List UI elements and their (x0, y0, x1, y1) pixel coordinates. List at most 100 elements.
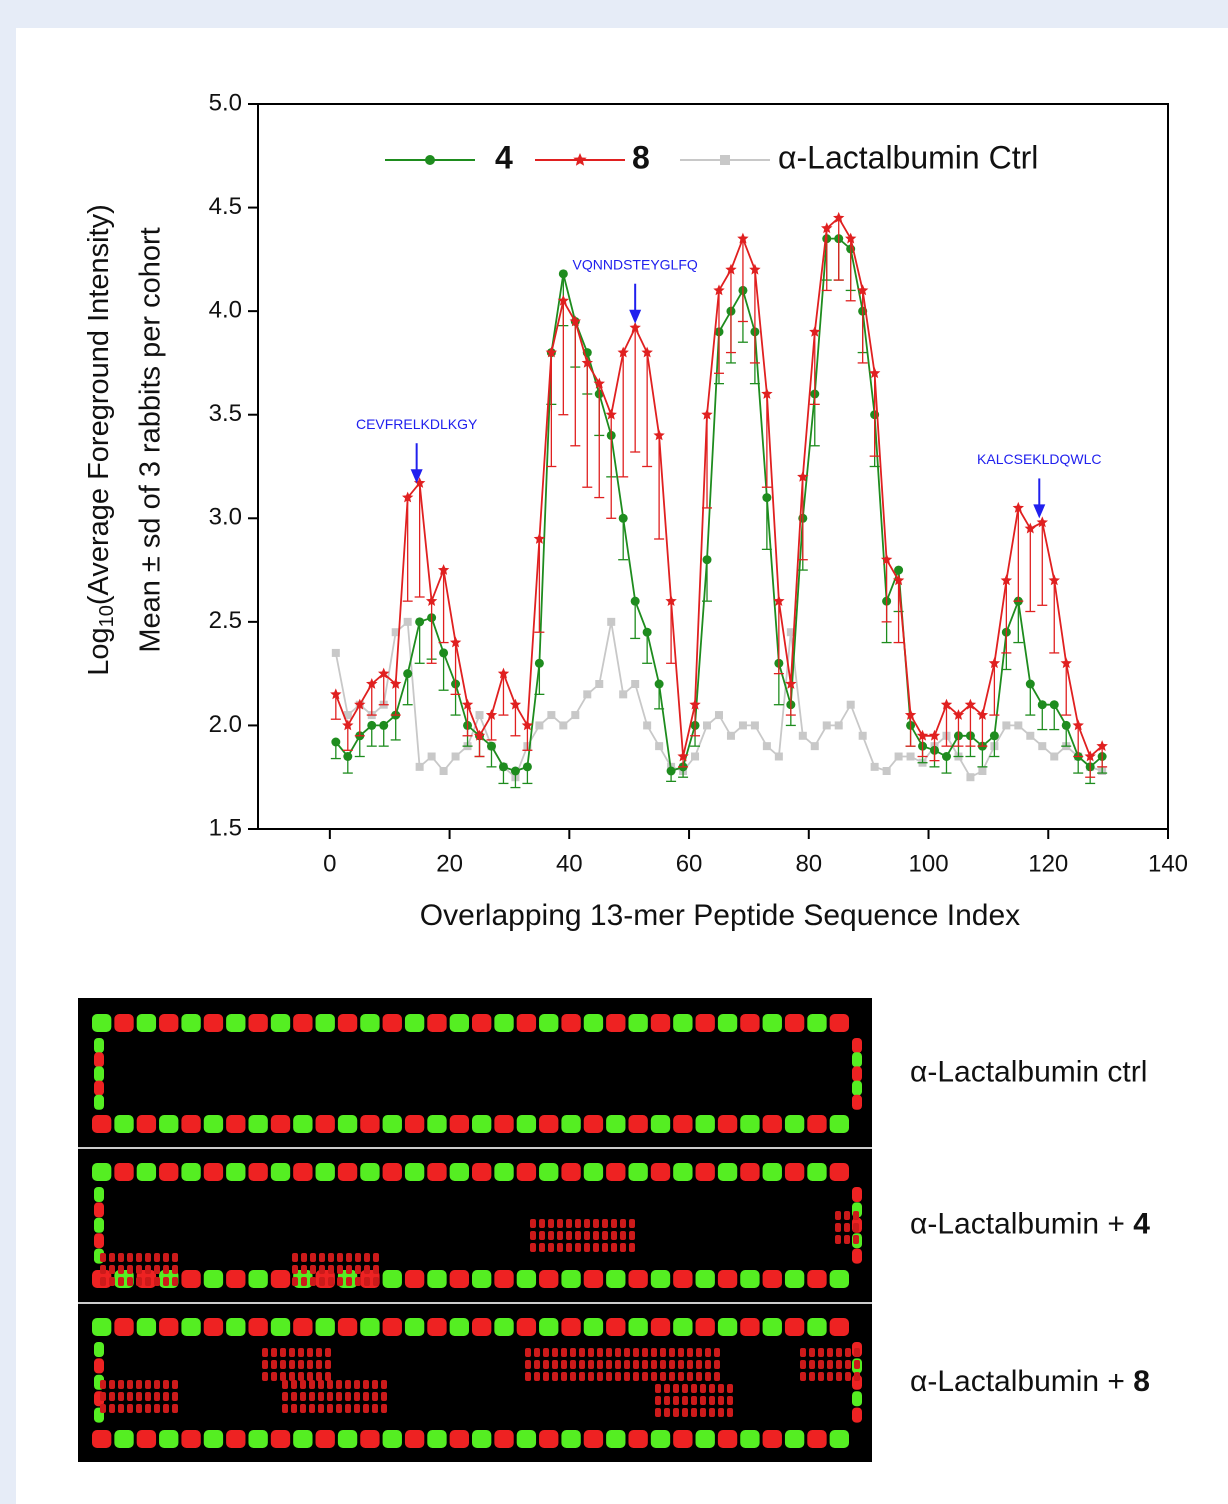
array-spot (651, 1348, 657, 1357)
array-spot (705, 1348, 711, 1357)
array-spot (318, 1380, 324, 1389)
array-spot (784, 1318, 805, 1336)
array-spot (136, 1115, 157, 1133)
array-spot (705, 1372, 711, 1381)
array-spot (382, 1430, 402, 1448)
point (761, 388, 773, 399)
array-spot (566, 1231, 572, 1240)
array-spot (829, 1163, 849, 1181)
array-spot (301, 1253, 307, 1262)
array-spot (584, 1243, 590, 1252)
array-spot (381, 1404, 387, 1413)
array-spot (328, 1265, 334, 1274)
array-spot (449, 1430, 469, 1448)
array-spot (829, 1270, 849, 1288)
array-spot (829, 1430, 849, 1448)
array-spot (336, 1404, 342, 1413)
array-spot (809, 1360, 815, 1369)
array-spot (695, 1163, 715, 1181)
array-spot (360, 1430, 380, 1448)
array-spot (271, 1360, 277, 1369)
y-tick-label: 2.0 (209, 711, 242, 738)
array-spot (226, 1163, 246, 1181)
array-image (78, 998, 872, 1462)
point (654, 679, 664, 689)
array-spot (203, 1115, 224, 1133)
array-spot (633, 1348, 639, 1357)
array-spot (835, 1235, 841, 1244)
array-spot (114, 1318, 134, 1336)
point (403, 617, 412, 626)
point (976, 709, 989, 720)
array-spot (606, 1163, 626, 1181)
array-spot (100, 1265, 106, 1274)
array-spot (628, 1014, 648, 1032)
array-spot (660, 1360, 666, 1369)
array-spot (583, 1430, 604, 1448)
point (607, 617, 616, 626)
point (378, 667, 390, 679)
array-spot (315, 1115, 335, 1133)
point (581, 356, 593, 368)
array-spot (516, 1318, 537, 1336)
legend-marker (720, 155, 730, 165)
array-spot (404, 1430, 425, 1448)
array-spot (784, 1163, 805, 1181)
array-spot (94, 1233, 104, 1249)
point (1024, 522, 1036, 534)
point (593, 377, 605, 389)
point (906, 752, 915, 761)
point (390, 678, 402, 689)
array-spot (717, 1115, 738, 1133)
point (354, 698, 366, 710)
point (1000, 574, 1013, 586)
point (571, 711, 580, 720)
array-spot (127, 1253, 133, 1262)
array-spot (836, 1372, 842, 1381)
array-spot (226, 1014, 246, 1032)
array-spot (561, 1360, 567, 1369)
array-spot (762, 1318, 782, 1336)
array-spot (282, 1404, 288, 1413)
array-spot (543, 1348, 549, 1357)
array-spot (163, 1380, 169, 1389)
array-spot (427, 1163, 447, 1181)
array-spot (628, 1163, 648, 1181)
array-spot (325, 1372, 331, 1381)
y-label-subscript: 10 (96, 605, 118, 627)
point (1037, 700, 1047, 710)
array-spot (650, 1430, 671, 1448)
array-spot (543, 1372, 549, 1381)
array-spot (291, 1380, 297, 1389)
array-spot (292, 1277, 298, 1286)
array-spot (292, 1265, 298, 1274)
point (415, 617, 425, 627)
array-spot (673, 1318, 693, 1336)
array-spot (548, 1219, 554, 1228)
array-spot (289, 1372, 295, 1381)
array-label: α-Lactalbumin + 8 (910, 1365, 1150, 1398)
point (557, 294, 569, 306)
array-spot (717, 1430, 738, 1448)
point (941, 752, 951, 761)
point (521, 719, 534, 731)
array-spot (289, 1348, 295, 1357)
array-spot (629, 1219, 635, 1228)
array-spot (118, 1404, 124, 1413)
array-spot (606, 1372, 612, 1381)
y-tick-label: 4.0 (209, 296, 242, 323)
array-spot (669, 1372, 675, 1381)
array-spot (650, 1270, 671, 1288)
array-spot (784, 1270, 805, 1288)
array-spot (94, 1202, 104, 1218)
array-spot (597, 1372, 603, 1381)
point (737, 232, 749, 244)
array-spot (854, 1360, 860, 1369)
array-spot (127, 1277, 133, 1286)
array-spot (494, 1270, 514, 1288)
array-spot (530, 1219, 536, 1228)
array-spot (624, 1372, 630, 1381)
point (689, 698, 701, 710)
array-spot (583, 1115, 604, 1133)
array-spot (282, 1392, 288, 1401)
